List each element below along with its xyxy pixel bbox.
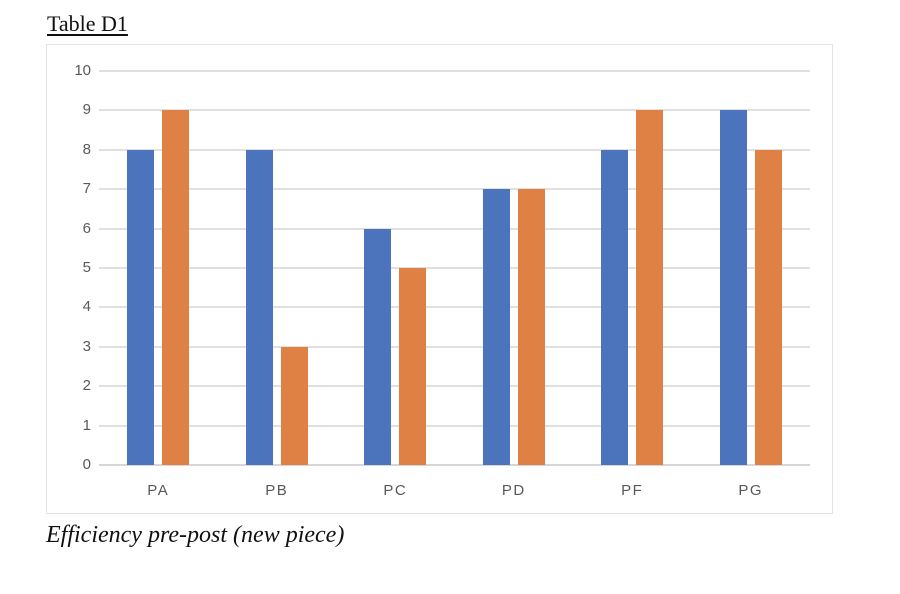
bar-pre-PA	[127, 149, 155, 465]
gridline-y6	[99, 227, 810, 230]
x-axis-label-PD: PD	[501, 482, 526, 499]
y-axis-tick-label: 4	[82, 298, 91, 316]
bar-post-PF	[636, 110, 664, 465]
x-axis-label-PA: PA	[147, 482, 170, 499]
gridline-y7	[99, 188, 810, 191]
y-axis-tick-label: 8	[82, 140, 91, 158]
gridline-y4	[99, 306, 810, 309]
y-axis-tick-label: 1	[82, 416, 91, 434]
gridline-y10	[99, 70, 810, 72]
bar-pre-PC	[364, 228, 392, 465]
bar-post-PA	[162, 110, 190, 465]
chart-area: 0 1 2 3 4 5 6 7 8 9 10 PA PB PC PD PF PG	[46, 44, 833, 514]
gridline-y0	[99, 464, 810, 466]
bar-pre-PF	[601, 149, 629, 465]
gridline-y8	[99, 148, 810, 151]
y-axis-tick-label: 5	[82, 259, 91, 276]
x-axis-label-PF: PF	[621, 482, 644, 499]
bar-post-PB	[280, 346, 308, 465]
gridline-y1	[99, 424, 810, 427]
bar-pre-PG	[719, 110, 747, 465]
y-axis-tick-label: 3	[82, 337, 91, 355]
gridline-y3	[99, 345, 810, 348]
y-axis-tick-label: 6	[82, 219, 91, 237]
gridline-y9	[99, 109, 810, 112]
bar-pre-PB	[245, 149, 273, 465]
x-axis-label-PG: PG	[738, 482, 764, 499]
y-axis-tick-label: 9	[82, 101, 91, 119]
chart-caption: Efficiency pre-post (new piece)	[46, 522, 345, 548]
plot-area: 0 1 2 3 4 5 6 7 8 9 10 PA PB PC PD PF PG	[47, 45, 832, 513]
x-axis-label-PB: PB	[265, 482, 289, 499]
y-axis-tick-label: 10	[74, 62, 91, 79]
x-axis-label-PC: PC	[383, 482, 408, 499]
gridline-y2	[99, 385, 810, 388]
gridline-y5	[99, 267, 810, 269]
y-axis-tick-label: 7	[82, 180, 91, 198]
bar-pre-PD	[482, 189, 510, 465]
chart-title: Table D1	[47, 11, 128, 36]
y-axis-tick-label: 2	[82, 377, 91, 395]
bar-post-PD	[517, 189, 545, 465]
y-axis-tick-label: 0	[82, 456, 91, 473]
bar-post-PG	[754, 149, 782, 465]
bar-post-PC	[399, 268, 427, 465]
